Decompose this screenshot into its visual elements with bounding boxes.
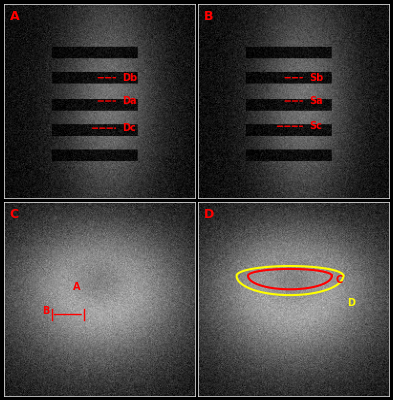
Text: Sc: Sc [309,121,322,131]
Text: A: A [10,10,19,23]
Text: A: A [73,282,80,292]
Text: Da: Da [122,96,137,106]
Text: C: C [336,274,343,285]
Text: B: B [204,10,214,23]
Text: Sa: Sa [309,96,323,106]
Text: Db: Db [122,73,137,83]
Text: Dc: Dc [122,123,136,133]
Text: C: C [10,208,19,221]
Text: Sb: Sb [309,73,323,83]
Text: B: B [42,306,50,316]
Text: D: D [347,298,355,308]
Text: D: D [204,208,215,221]
